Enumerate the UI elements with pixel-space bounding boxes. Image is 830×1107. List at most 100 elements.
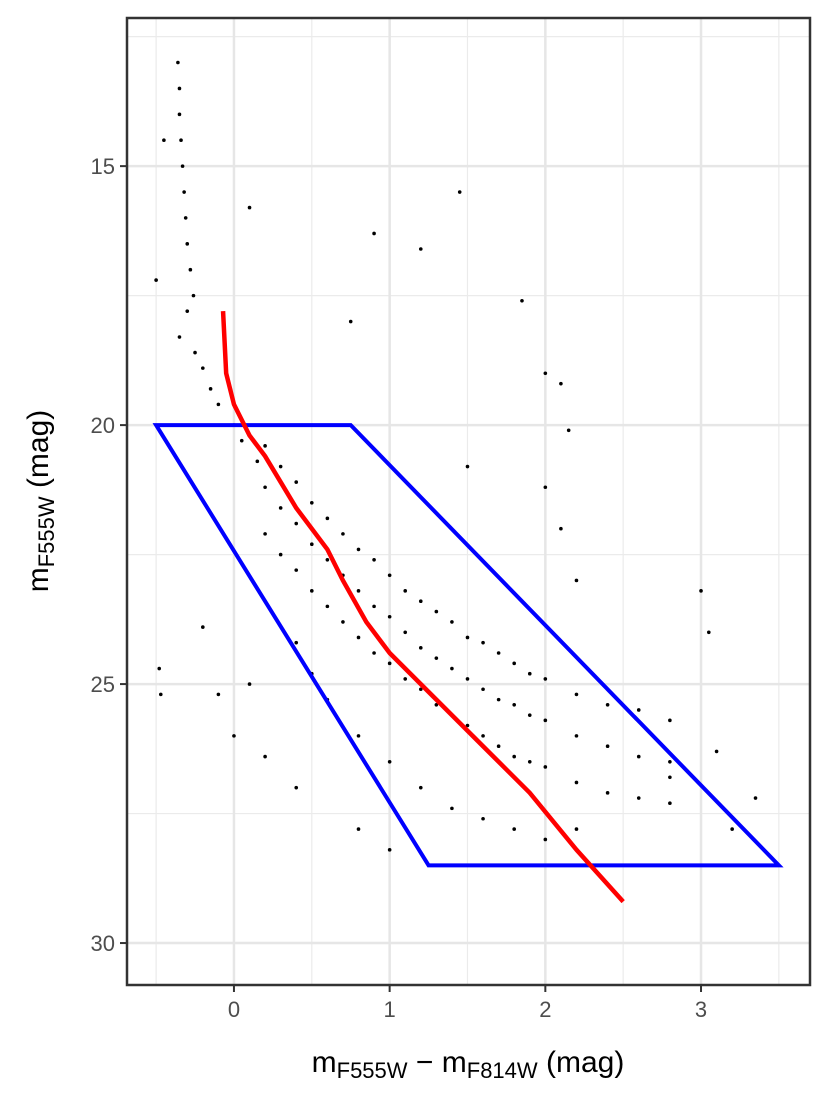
star-point	[325, 604, 330, 609]
star-point	[496, 744, 501, 749]
star-point	[188, 267, 193, 272]
star-point	[450, 806, 454, 811]
star-point	[387, 573, 392, 578]
star-point	[496, 651, 501, 655]
star-point	[356, 547, 361, 552]
star-point	[574, 780, 579, 785]
star-point	[418, 599, 423, 604]
y-axis-title: mF555W (mag)	[22, 410, 59, 593]
star-point	[714, 749, 719, 754]
label-part: m	[22, 567, 55, 592]
star-point	[193, 350, 197, 355]
star-point	[574, 734, 579, 738]
star-point	[191, 293, 196, 298]
x-tick-label: 2	[539, 997, 551, 1022]
star-point	[356, 827, 361, 831]
star-point	[216, 692, 221, 697]
star-point	[294, 640, 299, 645]
star-point	[182, 190, 186, 194]
star-point	[372, 231, 376, 236]
star-point	[216, 402, 221, 407]
star-point	[559, 381, 563, 386]
star-point	[574, 827, 579, 831]
star-point	[668, 718, 672, 723]
star-point	[180, 164, 185, 168]
star-point	[465, 635, 470, 640]
star-point	[263, 444, 267, 448]
star-point	[294, 568, 299, 572]
star-point	[294, 480, 299, 484]
star-point	[450, 666, 454, 671]
label-part: m	[442, 1046, 467, 1079]
star-point	[356, 589, 361, 593]
star-point	[527, 713, 532, 717]
star-point	[310, 500, 314, 505]
star-point	[668, 801, 672, 806]
star-point	[434, 609, 439, 614]
star-point	[418, 247, 423, 251]
star-point	[636, 754, 641, 759]
star-point	[496, 697, 501, 702]
star-point	[387, 848, 392, 852]
star-point	[176, 60, 180, 65]
star-point	[278, 552, 283, 557]
star-point	[434, 702, 439, 707]
star-point	[668, 759, 672, 764]
star-point	[325, 557, 330, 562]
star-point	[527, 759, 532, 764]
star-point	[450, 620, 454, 624]
plot-border	[125, 16, 812, 987]
star-point	[481, 687, 485, 692]
star-point	[636, 708, 641, 712]
star-point	[325, 516, 330, 521]
star-point	[185, 242, 190, 246]
star-point	[247, 205, 252, 210]
star-point	[387, 759, 392, 764]
star-point	[255, 459, 260, 464]
star-point	[574, 692, 579, 697]
star-point	[636, 796, 641, 800]
x-axis-title: mF555W − mF814W (mag)	[312, 1046, 625, 1083]
star-point	[465, 723, 470, 728]
star-point	[341, 532, 345, 536]
star-point	[465, 464, 470, 469]
star-point	[605, 702, 610, 707]
star-point	[434, 656, 439, 660]
star-point	[247, 682, 252, 686]
star-point	[201, 366, 205, 370]
star-point	[177, 112, 182, 117]
star-point	[543, 765, 548, 769]
star-point	[605, 791, 610, 795]
star-point	[294, 785, 299, 790]
star-point	[543, 677, 548, 681]
y-tick-label: 25	[91, 672, 115, 697]
subscript: F555W	[337, 1058, 408, 1083]
y-tick-label: 30	[91, 931, 115, 956]
star-point	[179, 138, 183, 143]
subscript: F814W	[467, 1058, 538, 1083]
star-point	[387, 661, 392, 666]
star-point	[158, 692, 163, 697]
star-point	[356, 734, 361, 738]
star-point	[512, 827, 516, 831]
star-point	[177, 86, 182, 91]
star-point	[520, 298, 524, 303]
star-point	[512, 702, 516, 707]
star-point	[699, 589, 703, 593]
star-point	[372, 557, 376, 562]
label-part: (mag)	[538, 1046, 625, 1079]
star-point	[278, 464, 283, 469]
star-point	[543, 371, 548, 376]
star-point	[512, 754, 516, 759]
ridge-line	[220, 311, 625, 904]
star-point	[418, 646, 423, 650]
star-point	[341, 620, 345, 624]
label-part: (mag)	[22, 410, 55, 497]
star-point	[481, 816, 485, 821]
star-point	[348, 319, 353, 324]
star-point	[208, 387, 213, 391]
selection-polygon	[152, 423, 784, 868]
star-point	[574, 578, 579, 583]
star-point	[263, 485, 267, 490]
